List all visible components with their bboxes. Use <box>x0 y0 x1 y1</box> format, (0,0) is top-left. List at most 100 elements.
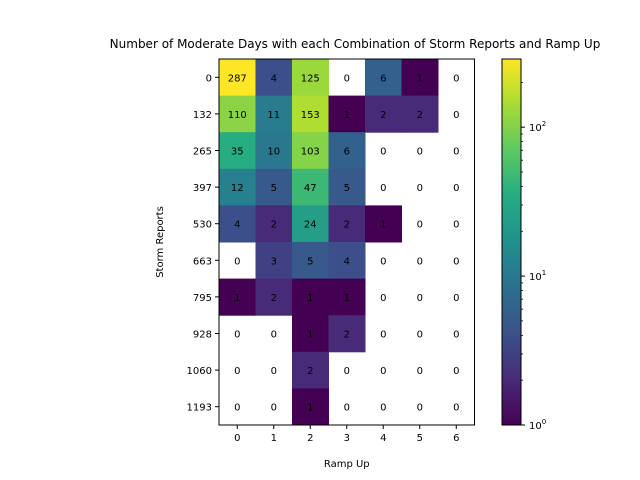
heatmap-cell <box>219 278 256 316</box>
heatmap-cell <box>219 95 256 133</box>
cell-value-label: 4 <box>344 256 350 267</box>
cell-value-label: 0 <box>417 256 423 267</box>
cell-value-label: 0 <box>380 330 386 341</box>
cell-value-label: 153 <box>301 110 320 121</box>
cell-value-label: 1 <box>417 73 423 84</box>
cell-value-label: 5 <box>271 183 277 194</box>
cell-value-label: 2 <box>380 110 386 121</box>
cell-value-label: 5 <box>344 183 350 194</box>
cell-value-label: 10 <box>267 147 280 158</box>
cell-value-label: 35 <box>231 147 244 158</box>
x-tick-label: 4 <box>380 433 386 444</box>
heatmap-cell <box>328 132 366 170</box>
cell-value-label: 287 <box>228 73 247 84</box>
x-tick-label: 6 <box>453 433 459 444</box>
heatmap-cell <box>328 205 366 243</box>
cell-value-label: 12 <box>231 183 244 194</box>
y-tick-label: 530 <box>193 220 212 231</box>
heatmap-cell <box>292 205 329 243</box>
cell-value-label: 0 <box>344 366 350 377</box>
y-tick-label: 795 <box>193 293 212 304</box>
cell-value-label: 2 <box>417 110 423 121</box>
x-tick-label: 5 <box>417 433 423 444</box>
heatmap-cell <box>365 95 402 133</box>
cell-value-label: 1 <box>307 293 313 304</box>
cell-value-label: 4 <box>271 73 277 84</box>
cell-value-label: 0 <box>234 330 240 341</box>
y-axis: 0 132 265 397 530 663 795 928 1060 1193 <box>187 73 219 414</box>
cell-value-label: 3 <box>271 256 277 267</box>
cell-value-label: 1 <box>380 220 386 231</box>
heatmap-cell <box>328 315 366 353</box>
cell-value-label: 0 <box>380 256 386 267</box>
cell-value-label: 0 <box>234 403 240 414</box>
colorbar-tick-label: 101 <box>529 269 546 283</box>
cell-value-label: 103 <box>301 147 320 158</box>
cell-value-label: 1 <box>307 403 313 414</box>
cell-value-label: 11 <box>267 110 280 121</box>
heatmap-cell <box>292 132 329 170</box>
y-tick-label: 928 <box>193 330 212 341</box>
cell-value-label: 0 <box>271 403 277 414</box>
cell-value-label: 6 <box>380 73 386 84</box>
heatmap-cell <box>292 95 329 133</box>
heatmap-cell <box>255 168 293 206</box>
heatmap-cell <box>292 388 329 426</box>
y-tick-label: 132 <box>193 110 212 121</box>
colorbar-tick-label: 100 <box>529 418 546 432</box>
cell-value-label: 1 <box>344 293 350 304</box>
heatmap-cell <box>219 59 256 97</box>
x-tick-label: 1 <box>271 433 277 444</box>
x-axis-label: Ramp Up <box>324 459 370 470</box>
cell-value-label: 4 <box>234 220 240 231</box>
cell-value-label: 2 <box>271 293 277 304</box>
heatmap-cell <box>255 242 293 280</box>
cell-value-label: 0 <box>234 366 240 377</box>
heatmap-cell <box>219 205 256 243</box>
heatmap-cell <box>255 59 293 97</box>
heatmap-cell <box>328 168 366 206</box>
cell-value-label: 2 <box>307 366 313 377</box>
heatmap-cell <box>328 95 366 133</box>
cell-value-label: 0 <box>380 366 386 377</box>
y-tick-label: 0 <box>206 73 212 84</box>
heatmap-cell <box>255 132 293 170</box>
x-tick-label: 3 <box>344 433 350 444</box>
cell-value-label: 0 <box>380 403 386 414</box>
heatmap-cell <box>292 278 329 316</box>
y-axis-label: Storm Reports <box>155 206 166 278</box>
heatmap-cell <box>292 315 329 353</box>
cell-value-label: 0 <box>417 147 423 158</box>
y-tick-label: 1060 <box>187 366 212 377</box>
y-tick-label: 397 <box>193 183 212 194</box>
colorbar-ticks: 100 101 102 <box>521 81 546 432</box>
cell-value-label: 24 <box>304 220 317 231</box>
colorbar <box>501 58 522 426</box>
heatmap-cell <box>292 242 329 280</box>
heatmap-cell <box>365 205 402 243</box>
cell-value-label: 2 <box>271 220 277 231</box>
cell-value-label: 0 <box>234 256 240 267</box>
cell-value-label: 0 <box>417 403 423 414</box>
cell-value-label: 5 <box>307 256 313 267</box>
y-tick-label: 1193 <box>187 403 212 414</box>
cell-value-label: 0 <box>453 110 459 121</box>
x-tick-label: 2 <box>307 433 313 444</box>
cell-value-label: 1 <box>307 330 313 341</box>
cell-value-label: 0 <box>417 330 423 341</box>
cell-value-label: 0 <box>453 330 459 341</box>
cell-value-label: 125 <box>301 73 320 84</box>
heatmap-cell <box>292 59 329 97</box>
cell-value-label: 0 <box>344 403 350 414</box>
cell-value-label: 0 <box>344 73 350 84</box>
cell-value-label: 0 <box>453 293 459 304</box>
x-tick-label: 0 <box>234 433 240 444</box>
cell-value-label: 0 <box>417 220 423 231</box>
cell-value-label: 0 <box>453 220 459 231</box>
cell-value-label: 0 <box>271 366 277 377</box>
heatmap-cell <box>401 95 439 133</box>
cell-value-label: 0 <box>380 147 386 158</box>
y-tick-label: 265 <box>193 147 212 158</box>
heatmap-cell <box>292 168 329 206</box>
